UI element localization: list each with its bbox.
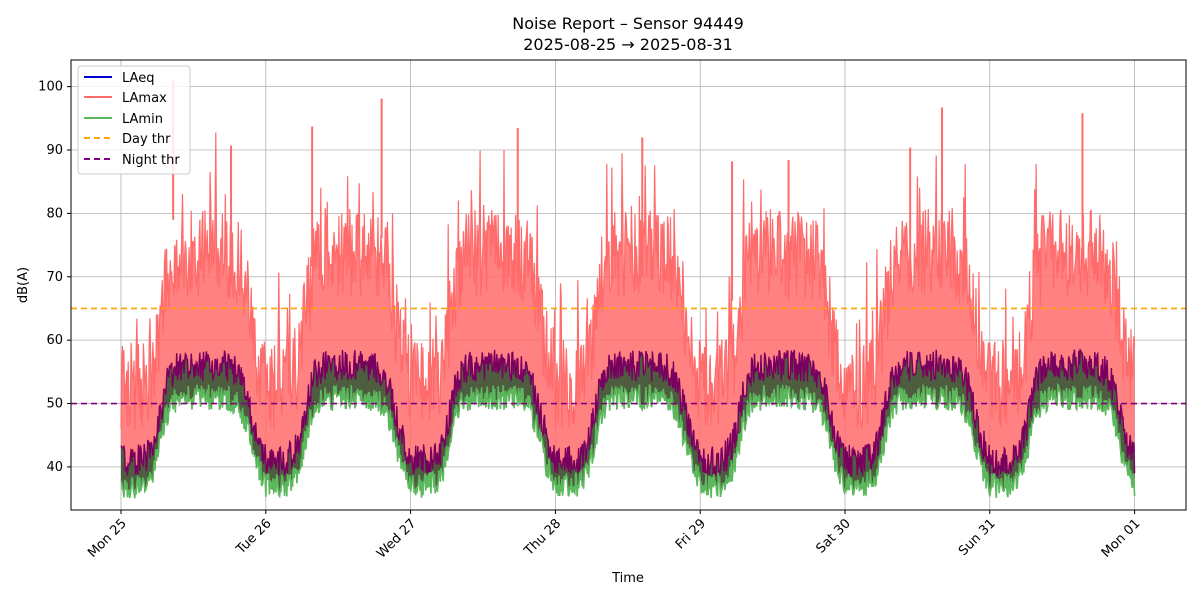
- y-tick-label: 70: [46, 270, 63, 285]
- lamax-line: [120, 132, 1136, 430]
- x-tick-label: Mon 25: [85, 516, 130, 561]
- x-tick-label: Thu 28: [521, 516, 564, 559]
- y-tick-label: 80: [46, 206, 63, 221]
- y-tick-label: 40: [46, 460, 63, 475]
- thresholds: [71, 307, 1186, 405]
- legend-label-night-thr: Night thr: [122, 153, 180, 168]
- legend-label-laeq: LAeq: [122, 71, 154, 86]
- legend: LAeq LAmax LAmin Day thr Night thr: [77, 65, 191, 175]
- y-tick-label: 60: [46, 333, 63, 348]
- x-tick-label: Sun 31: [956, 516, 999, 559]
- y-axis-label: dB(A): [16, 267, 31, 303]
- x-tick-label: Wed 27: [374, 516, 419, 561]
- legend-label-lamin: LAmin: [122, 112, 163, 127]
- series-area: [120, 80, 1136, 499]
- y-tick-label: 100: [38, 80, 63, 95]
- x-tick-label: Fri 29: [673, 516, 709, 552]
- y-tick-label: 90: [46, 143, 63, 158]
- x-axis-label: Time: [611, 571, 644, 586]
- lamin-line: [120, 382, 1136, 499]
- lamax-band: [121, 132, 1135, 477]
- plot-frame: [70, 59, 1187, 511]
- laeq-line: [120, 347, 1136, 478]
- x-tick-label: Sat 30: [814, 516, 854, 556]
- x-tick-label: Tue 26: [233, 516, 275, 558]
- x-tick-label: Mon 01: [1099, 516, 1144, 561]
- chart-subtitle: 2025-08-25 → 2025-08-31: [523, 35, 733, 54]
- y-tick-label: 50: [46, 397, 63, 412]
- legend-label-lamax: LAmax: [122, 91, 167, 106]
- legend-box: [77, 65, 191, 175]
- legend-label-day-thr: Day thr: [122, 132, 171, 147]
- chart-title: Noise Report – Sensor 94449: [512, 14, 744, 33]
